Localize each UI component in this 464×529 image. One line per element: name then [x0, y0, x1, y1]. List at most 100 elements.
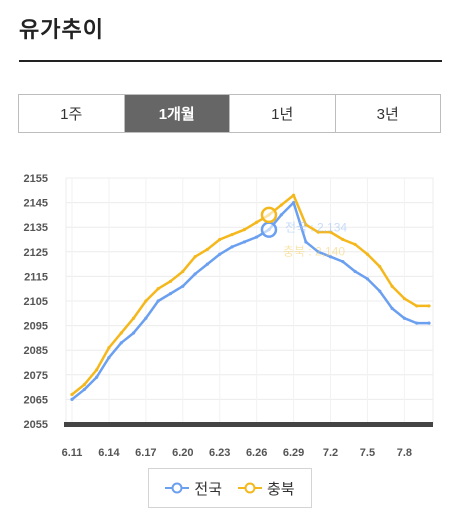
y-tick-label: 2085: [24, 345, 48, 357]
data-point: [390, 284, 394, 288]
national-marker-icon: [165, 482, 190, 494]
data-point: [218, 237, 222, 242]
data-point: [168, 279, 173, 283]
tooltip-national: 전국 : 2,134: [285, 221, 347, 235]
y-tick-label: 2145: [24, 198, 48, 210]
data-point: [365, 277, 370, 281]
data-point: [82, 383, 86, 387]
tooltip-chungbuk: 충북 : 2,140: [283, 245, 345, 259]
data-point: [402, 296, 406, 301]
legend-label-chungbuk: 충북: [267, 480, 295, 498]
y-tick-label: 2075: [24, 370, 48, 382]
data-point: [291, 193, 296, 197]
data-point: [205, 262, 210, 266]
y-tick-label: 2125: [24, 247, 48, 259]
data-point: [144, 316, 148, 320]
x-tick-label: 6.17: [135, 447, 156, 459]
data-point: [402, 316, 406, 320]
legend-item-chungbuk[interactable]: 충북: [238, 478, 295, 499]
data-point: [82, 387, 86, 392]
hover-marker-national: [260, 221, 278, 238]
data-point: [304, 223, 308, 227]
data-point: [156, 299, 160, 303]
y-tick-label: 2095: [24, 321, 48, 333]
y-tick-label: 2105: [24, 296, 48, 308]
data-point: [415, 321, 419, 325]
legend-label-national: 전국: [194, 480, 222, 498]
chart-legend: 전국 충북: [148, 468, 312, 508]
title-divider: [19, 60, 442, 62]
y-tick-label: 2115: [24, 271, 48, 283]
data-point: [341, 260, 345, 264]
tab-1-month[interactable]: 1개월: [124, 95, 230, 132]
y-tick-label: 2155: [24, 173, 48, 185]
tab-1-week[interactable]: 1주: [19, 95, 125, 132]
data-point: [193, 255, 197, 259]
data-point: [279, 213, 283, 217]
data-point: [107, 346, 111, 350]
price-trend-chart: 2055 2065 2075 2085 2095 2105 2115 2125 2135 2145…: [24, 173, 434, 459]
x-tick-label: 6.23: [209, 447, 230, 459]
data-point: [131, 331, 136, 335]
x-tick-label: 7.8: [397, 447, 412, 459]
data-point: [328, 255, 333, 259]
data-point: [181, 269, 185, 274]
data-point: [230, 232, 234, 237]
data-point: [415, 304, 419, 308]
tab-1-year[interactable]: 1년: [230, 95, 336, 132]
data-point: [181, 284, 185, 288]
legend-item-national[interactable]: 전국: [165, 478, 222, 499]
data-point: [427, 321, 431, 325]
x-tick-label: 7.5: [360, 447, 375, 459]
data-point: [230, 245, 234, 249]
series-line-national: [71, 201, 429, 401]
hover-marker-chungbuk: [260, 206, 278, 224]
data-point: [131, 316, 136, 320]
data-point: [378, 264, 382, 269]
data-point: [156, 287, 160, 291]
data-point: [255, 220, 259, 224]
period-tabs: 1주 1개월 1년 3년: [18, 94, 441, 133]
x-tick-label: 6.14: [98, 447, 120, 459]
data-point: [119, 331, 123, 335]
x-tick-label: 6.26: [246, 447, 267, 459]
x-tick-label: 7.2: [323, 447, 338, 459]
data-point: [291, 201, 296, 205]
data-point: [193, 272, 197, 276]
data-point: [390, 306, 394, 310]
data-point: [304, 240, 308, 244]
x-tick-label: 6.20: [172, 447, 193, 459]
data-point: [279, 203, 283, 207]
x-tick-label: 6.11: [62, 447, 83, 459]
data-point: [316, 230, 320, 234]
data-point: [70, 397, 74, 401]
chungbuk-marker-icon: [238, 482, 262, 494]
tab-3-years[interactable]: 3년: [376, 106, 399, 123]
data-point: [218, 252, 222, 256]
x-axis-bar: [64, 422, 433, 427]
y-tick-label: 2055: [24, 419, 48, 431]
data-point: [144, 299, 148, 303]
data-point: [242, 228, 246, 232]
page-title: 유가추이: [19, 17, 104, 42]
data-point: [242, 240, 246, 244]
data-point: [427, 304, 431, 308]
data-point: [70, 392, 74, 397]
series-line-chungbuk: [71, 193, 429, 396]
data-point: [95, 375, 99, 379]
data-point: [95, 368, 99, 372]
x-tick-label: 6.29: [283, 447, 304, 459]
data-point: [255, 235, 259, 239]
data-point: [205, 247, 210, 251]
data-point: [378, 289, 382, 293]
data-point: [353, 242, 357, 247]
data-point: [365, 252, 370, 256]
data-point: [353, 269, 357, 274]
y-tick-label: 2135: [24, 222, 48, 234]
data-point: [168, 292, 173, 296]
data-point: [341, 237, 345, 242]
data-point: [316, 250, 320, 254]
data-point: [107, 355, 111, 360]
data-point: [119, 341, 123, 345]
data-point: [328, 230, 333, 234]
